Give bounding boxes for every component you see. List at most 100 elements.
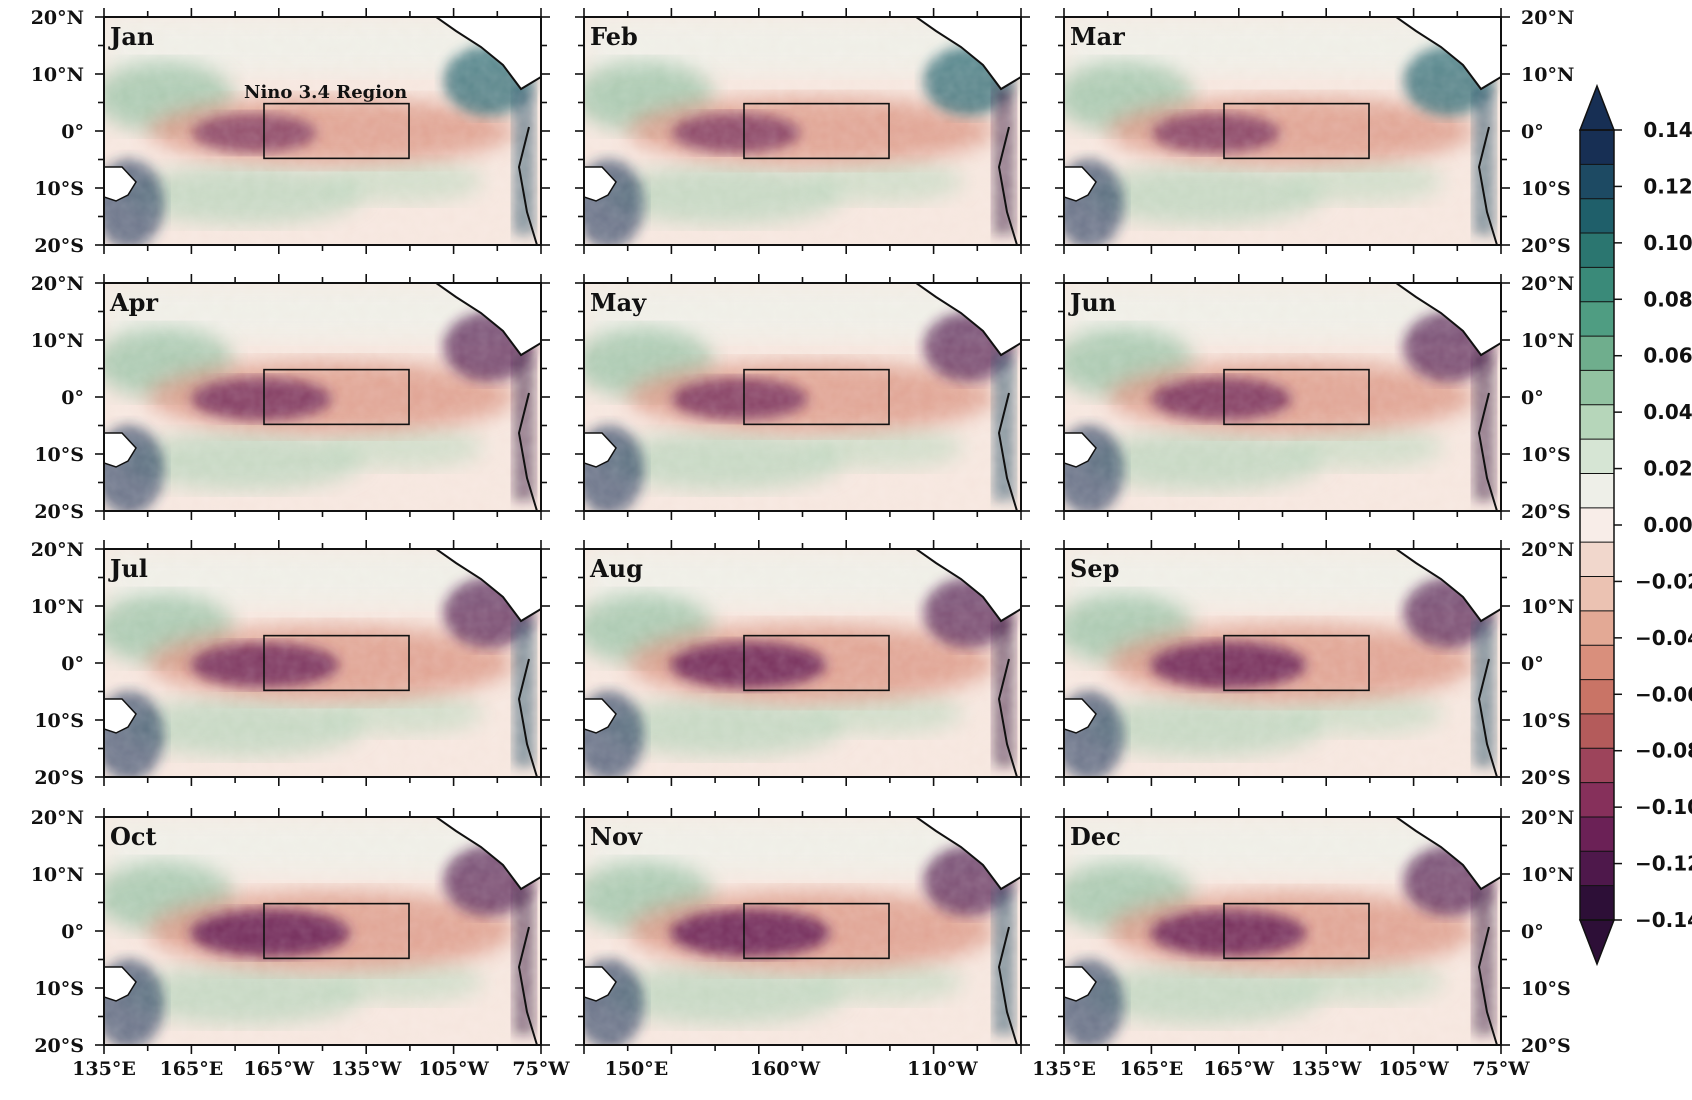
lon-label: 135°E xyxy=(72,1058,136,1080)
nino34-box xyxy=(263,902,410,960)
colorbar-tick-label: 0.02 xyxy=(1643,457,1692,481)
colorbar-segment xyxy=(1580,267,1614,303)
lon-label: 165°W xyxy=(244,1058,315,1080)
month-label-nov: Nov xyxy=(590,822,643,851)
lat-label: 0° xyxy=(1521,387,1544,409)
map-panel-mar: Mar 20°N 10°N 0° 10°S 20°S xyxy=(1055,7,1574,257)
colorbar: 0.14 0.12 0.10 0.08 0.06 0.04 0.02 0.00 −0.02 −0.… xyxy=(1578,83,1692,967)
colorbar-segment xyxy=(1580,198,1614,234)
lat-label: 20°N xyxy=(31,273,84,295)
lat-label: 0° xyxy=(1521,921,1544,943)
colorbar-tick-label: 0.00 xyxy=(1643,513,1692,537)
lon-label: 160°W xyxy=(750,1058,821,1080)
lon-label: 105°W xyxy=(1378,1058,1449,1080)
colorbar-segment xyxy=(1580,816,1614,852)
lat-label: 20°S xyxy=(1521,767,1571,789)
lat-label: 10°S xyxy=(1521,178,1571,200)
map-panel-nov: Nov xyxy=(575,808,1030,1054)
lat-label: 20°N xyxy=(31,539,84,561)
map-panel-jun: Jun 20°N 10°N 0° 10°S 20°S xyxy=(1055,273,1574,523)
lat-label: 10°N xyxy=(1521,64,1574,86)
colorbar-segment xyxy=(1580,130,1614,165)
lat-label: 0° xyxy=(61,653,84,675)
lon-label: 150°E xyxy=(605,1058,669,1080)
nino34-box xyxy=(743,902,890,960)
colorbar-segment xyxy=(1580,782,1614,818)
colorbar-segment xyxy=(1580,164,1614,200)
month-label-feb: Feb xyxy=(590,22,638,51)
colorbar-tick-label: −0.12 xyxy=(1635,852,1692,876)
lon-label: 135°W xyxy=(1291,1058,1362,1080)
colorbar-tick-label: −0.06 xyxy=(1635,682,1692,706)
colorbar-segment xyxy=(1580,885,1614,921)
lat-label: 10°S xyxy=(1521,978,1571,1000)
colorbar-segment xyxy=(1580,507,1614,543)
nino34-annotation: Nino 3.4 Region xyxy=(244,82,407,103)
colorbar-segment xyxy=(1580,404,1614,440)
month-label-oct: Oct xyxy=(110,822,157,851)
lat-label: 20°S xyxy=(1521,1035,1571,1057)
map-panel-feb: Feb xyxy=(575,8,1030,254)
lat-label: 20°N xyxy=(31,807,84,829)
lat-label: 10°S xyxy=(34,178,84,200)
lat-label: 0° xyxy=(1521,653,1544,675)
colorbar-extend-bottom xyxy=(1578,919,1616,967)
lat-label: 0° xyxy=(61,387,84,409)
colorbar-segment xyxy=(1580,233,1614,268)
colorbar-segment xyxy=(1580,576,1614,612)
colorbar-segment xyxy=(1580,610,1614,646)
colorbar-tick-label: 0.08 xyxy=(1643,287,1692,311)
lat-label: 20°N xyxy=(1521,273,1574,295)
month-label-may: May xyxy=(590,288,647,317)
nino34-box xyxy=(743,368,890,426)
map-panel-apr: Apr 20°N 10°N 0° 10°S 20°S xyxy=(31,273,550,523)
lat-label: 10°S xyxy=(34,444,84,466)
nino34-box xyxy=(1223,902,1370,960)
colorbar-tick-label: 0.14 xyxy=(1643,118,1692,142)
lat-label: 10°S xyxy=(1521,444,1571,466)
colorbar-segment xyxy=(1580,645,1614,681)
month-label-mar: Mar xyxy=(1070,22,1125,51)
month-label-aug: Aug xyxy=(589,554,643,583)
colorbar-tick-label: −0.08 xyxy=(1635,739,1692,763)
colorbar-tick-label: −0.02 xyxy=(1635,569,1692,593)
lat-label: 20°S xyxy=(1521,501,1571,523)
colorbar-tick-label: 0.06 xyxy=(1643,344,1692,368)
lat-label: 10°N xyxy=(1521,864,1574,886)
map-panel-dec: Dec 20°N 10°N 0° 10°S 20°S xyxy=(1055,807,1574,1057)
lat-label: 10°S xyxy=(1521,710,1571,732)
nino34-box xyxy=(1223,634,1370,692)
nino34-box xyxy=(263,102,410,160)
lat-label: 10°S xyxy=(34,978,84,1000)
nino34-box xyxy=(743,102,890,160)
colorbar-extend-top xyxy=(1578,83,1616,131)
lat-label: 10°N xyxy=(31,864,84,886)
map-panel-may: May xyxy=(575,274,1030,520)
lat-label: 10°N xyxy=(31,330,84,352)
lon-label: 75°W xyxy=(512,1058,570,1080)
colorbar-tick-label: −0.10 xyxy=(1635,795,1692,819)
colorbar-segment xyxy=(1580,301,1614,337)
lat-label: 0° xyxy=(61,121,84,143)
colorbar-segment xyxy=(1580,370,1614,406)
nino34-box xyxy=(743,634,890,692)
colorbar-tick-label: 0.10 xyxy=(1643,231,1692,255)
lat-label: 20°S xyxy=(34,1035,84,1057)
lat-label: 20°S xyxy=(1521,235,1571,257)
lat-label: 10°N xyxy=(1521,330,1574,352)
lat-label: 10°S xyxy=(34,710,84,732)
lat-label: 0° xyxy=(61,921,84,943)
lat-label: 10°N xyxy=(31,64,84,86)
lat-label: 20°S xyxy=(34,235,84,257)
map-panel-jan: Jan 20°N 10°N 0° 10°S 20°S xyxy=(31,7,550,257)
colorbar-segment xyxy=(1580,542,1614,578)
colorbar-segment xyxy=(1580,851,1614,887)
nino34-box xyxy=(1223,368,1370,426)
lat-label: 20°S xyxy=(34,767,84,789)
month-label-jun: Jun xyxy=(1068,288,1116,317)
nino34-box xyxy=(1223,102,1370,160)
map-panels: Jan 20°N 10°N 0° 10°S 20°S Feb Mar 20°N 10°N 0° 10°… xyxy=(31,7,1575,1080)
lat-label: 20°S xyxy=(34,501,84,523)
map-panel-sep: Sep 20°N 10°N 0° 10°S 20°S xyxy=(1055,539,1574,789)
